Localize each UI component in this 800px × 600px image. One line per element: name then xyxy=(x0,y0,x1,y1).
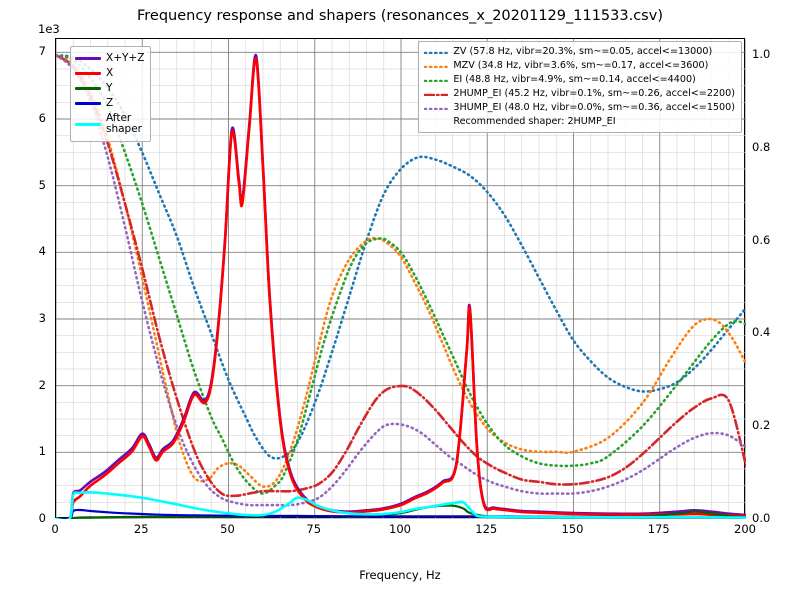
legend-swatch-icon xyxy=(75,122,101,126)
y-tick-label-left: 4 xyxy=(38,244,46,259)
x-tick-label: 50 xyxy=(220,522,235,536)
legend-item-label: After shaper xyxy=(106,111,143,135)
y-tick-label-right: 1.0 xyxy=(752,47,771,62)
legend-swatch-icon xyxy=(75,87,101,90)
legend-axes[interactable]: X+Y+Z X Y Z After shaper xyxy=(70,46,152,142)
series-3hump-ei xyxy=(56,53,746,507)
legend-item-ei[interactable]: EI (48.8 Hz, vibr=4.9%, sm~=0.14, accel<… xyxy=(424,73,735,87)
legend-swatch-icon xyxy=(75,72,101,75)
chart-title: Frequency response and shapers (resonanc… xyxy=(137,8,663,24)
legend-item-label: MZV (34.8 Hz, vibr=3.6%, sm~=0.17, accel… xyxy=(453,59,709,71)
legend-swatch-icon xyxy=(424,51,449,54)
x-axis-label: Frequency, Hz xyxy=(359,568,441,582)
legend-swatch-icon xyxy=(424,107,449,110)
plot-area: X+Y+Z X Y Z After shaper ZV (57.8 Hz, vibr=2… xyxy=(55,38,746,519)
y-tick-label-right: 0.2 xyxy=(752,418,771,433)
legend-swatch-icon xyxy=(424,93,449,96)
legend-item-label: X xyxy=(106,66,114,79)
legend-item-y[interactable]: Y xyxy=(75,81,144,96)
legend-item-3hump_ei[interactable]: 3HUMP_EI (48.0 Hz, vibr=0.0%, sm~=0.36, … xyxy=(424,101,735,115)
legend-item-mzv[interactable]: MZV (34.8 Hz, vibr=3.6%, sm~=0.17, accel… xyxy=(424,59,735,73)
chart-grid-and-series xyxy=(56,39,746,519)
legend-item-x+y+z[interactable]: X+Y+Z xyxy=(75,51,144,66)
y-tick-label-left: 6 xyxy=(38,111,46,125)
y-tick-label-right: 0.8 xyxy=(752,139,771,154)
series-zv xyxy=(56,53,746,460)
y-tick-label-right: 0.0 xyxy=(752,511,771,525)
x-tick-label: 125 xyxy=(475,522,498,536)
y-axis-exponent-label: 1e3 xyxy=(38,22,60,36)
y-tick-label-right: 0.4 xyxy=(752,325,771,340)
legend-item-label: EI (48.8 Hz, vibr=4.9%, sm~=0.14, accel<… xyxy=(453,73,696,85)
legend-item-label: Y xyxy=(106,81,113,94)
y-tick-label-left: 1 xyxy=(38,444,46,459)
legend-item-label: Z xyxy=(106,96,114,109)
recommended-shaper-text: Recommended shaper: 2HUMP_EI xyxy=(453,115,616,127)
legend-item-label: ZV (57.8 Hz, vibr=20.3%, sm~=0.05, accel… xyxy=(453,45,713,57)
legend-item-label: X+Y+Z xyxy=(106,51,145,64)
legend-swatch-icon xyxy=(424,79,449,82)
legend-item-2hump_ei[interactable]: 2HUMP_EI (45.2 Hz, vibr=0.1%, sm~=0.26, … xyxy=(424,87,735,101)
x-tick-label: 25 xyxy=(133,522,149,536)
legend-swatch-icon xyxy=(75,57,101,60)
x-tick-label: 75 xyxy=(306,522,322,536)
legend-item-z[interactable]: Z xyxy=(75,96,144,111)
series-after-shaper xyxy=(56,491,746,519)
y-tick-label-left: 5 xyxy=(38,177,46,192)
legend-swatch-icon xyxy=(424,65,449,68)
x-tick-label: 150 xyxy=(561,522,584,536)
legend-item-x[interactable]: X xyxy=(75,66,144,81)
series-x xyxy=(56,57,746,519)
legend-swatch-icon xyxy=(75,102,101,105)
series-2hump-ei xyxy=(56,53,746,498)
y-tick-label-left: 7 xyxy=(38,44,46,59)
x-tick-label: 175 xyxy=(647,522,670,536)
x-tick-label: 100 xyxy=(389,522,411,536)
legend-item-zv[interactable]: ZV (57.8 Hz, vibr=20.3%, sm~=0.05, accel… xyxy=(424,45,735,59)
legend-item-label: 2HUMP_EI (45.2 Hz, vibr=0.1%, sm~=0.26, … xyxy=(453,87,735,99)
y-tick-label-left: 0 xyxy=(38,511,46,525)
x-tick-label: 0 xyxy=(51,522,59,536)
y-tick-label-left: 3 xyxy=(38,311,46,325)
x-tick-label: 200 xyxy=(734,522,756,536)
series-ei xyxy=(56,53,746,495)
legend-item-label: 3HUMP_EI (48.0 Hz, vibr=0.0%, sm~=0.36, … xyxy=(453,101,735,113)
legend-item-after-shaper[interactable]: After shaper xyxy=(75,111,144,137)
legend-shapers[interactable]: ZV (57.8 Hz, vibr=20.3%, sm~=0.05, accel… xyxy=(418,41,742,133)
y-tick-label-right: 0.6 xyxy=(752,232,771,247)
y-tick-label-left: 2 xyxy=(38,377,46,392)
